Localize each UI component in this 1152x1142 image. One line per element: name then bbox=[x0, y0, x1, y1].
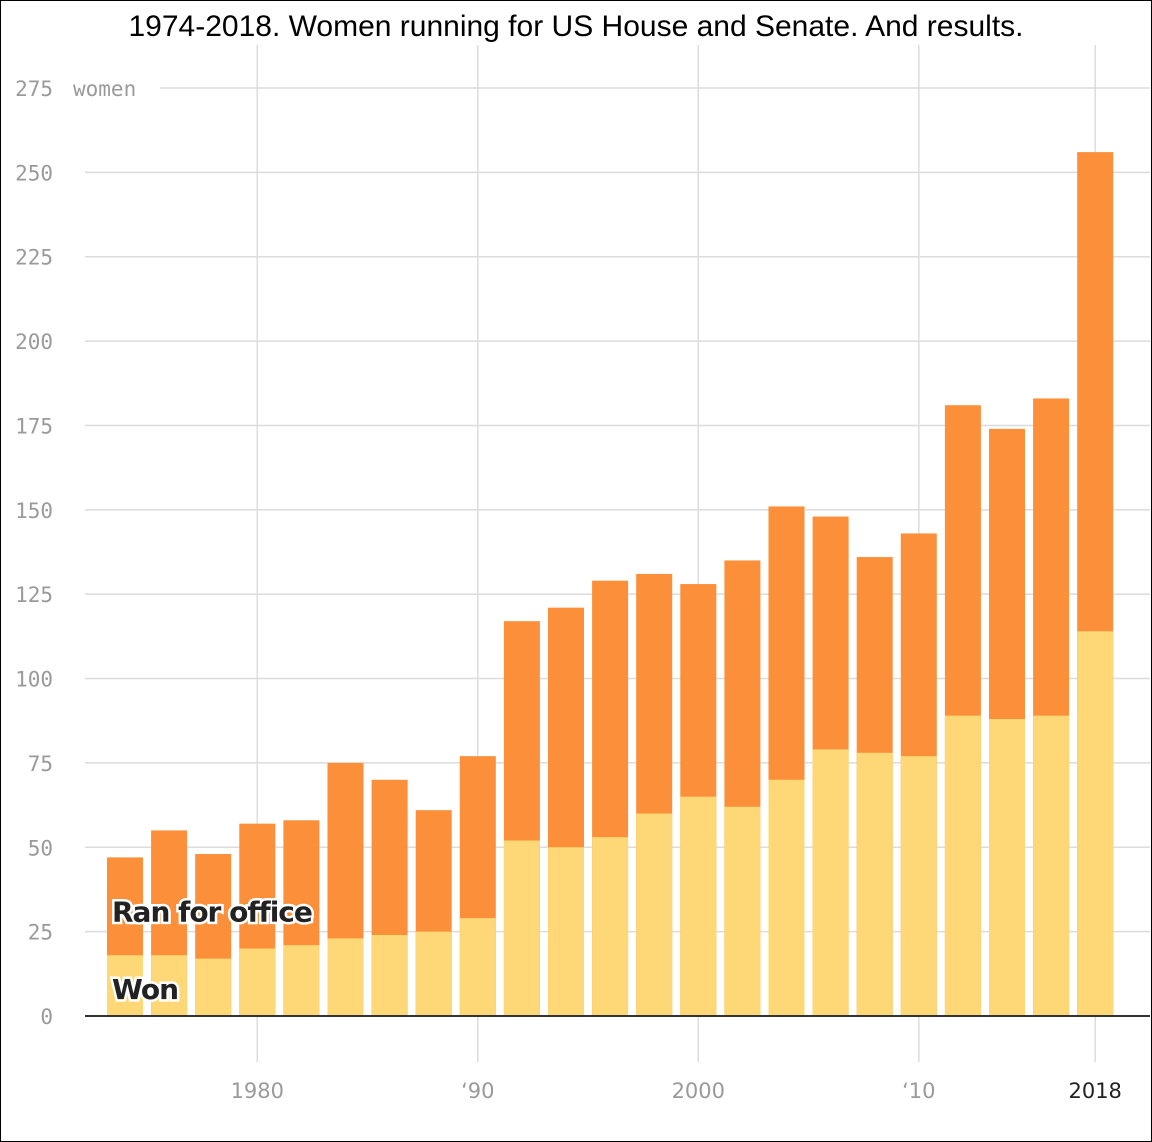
y-tick-label: 150 bbox=[15, 499, 53, 523]
bar-won-1976 bbox=[151, 955, 188, 1016]
bar-won-1986 bbox=[371, 935, 408, 1016]
y-tick-label: 75 bbox=[28, 752, 53, 776]
bar-won-1988 bbox=[415, 931, 452, 1016]
y-tick-label: 0 bbox=[40, 1005, 53, 1029]
y-tick-label: 250 bbox=[15, 161, 53, 185]
annotation-ran-for-office: Ran for office bbox=[112, 895, 312, 928]
bar-won-1998 bbox=[636, 813, 673, 1016]
annotation-won: Won bbox=[112, 973, 178, 1006]
x-tick-labels: 1980 ‘90 2000 ‘10 2018 bbox=[231, 1079, 1122, 1103]
x-tick-label: 2000 bbox=[672, 1079, 725, 1103]
bar-won-1992 bbox=[503, 840, 540, 1016]
x-tick-label: ‘90 bbox=[461, 1079, 494, 1103]
bars bbox=[107, 152, 1114, 1017]
bar-won-2012 bbox=[944, 715, 981, 1016]
bar-won-1980 bbox=[239, 948, 276, 1016]
bar-won-2010 bbox=[900, 756, 937, 1016]
bar-won-2002 bbox=[724, 806, 761, 1016]
bar-won-1990 bbox=[459, 918, 496, 1016]
x-tick-label: 1980 bbox=[231, 1079, 284, 1103]
bar-won-2018 bbox=[1077, 631, 1114, 1016]
y-tick-label: 200 bbox=[15, 330, 53, 354]
bar-won-1978 bbox=[195, 958, 232, 1016]
y-tick-label: 225 bbox=[15, 246, 53, 270]
y-tick-label: 25 bbox=[28, 921, 53, 945]
y-tick-label: 125 bbox=[15, 583, 53, 607]
x-tick-label: 2018 bbox=[1068, 1079, 1121, 1103]
y-tick-labels: 0 25 50 75 100 125 150 175 200 225 250 275 bbox=[15, 77, 53, 1029]
y-tick-label: 100 bbox=[15, 668, 53, 692]
bar-won-1994 bbox=[548, 847, 584, 1016]
bar-won-1974 bbox=[107, 955, 143, 1016]
bar-won-2004 bbox=[768, 779, 805, 1016]
bar-won-2008 bbox=[856, 752, 893, 1016]
bar-won-1982 bbox=[283, 945, 320, 1016]
y-unit-label: women bbox=[73, 77, 136, 101]
bar-won-2014 bbox=[989, 719, 1025, 1016]
y-tick-label: 175 bbox=[15, 414, 53, 438]
y-tick-label: 50 bbox=[28, 836, 53, 860]
y-tick-label: 275 bbox=[15, 77, 53, 101]
x-tick-label: ‘10 bbox=[902, 1079, 935, 1103]
bar-won-2016 bbox=[1033, 715, 1070, 1016]
bar-won-2006 bbox=[812, 749, 849, 1016]
bar-won-1984 bbox=[327, 938, 364, 1016]
chart-title: 1974-2018. Women running for US House an… bbox=[128, 10, 1024, 43]
bar-won-1996 bbox=[592, 837, 629, 1016]
bar-won-2000 bbox=[680, 796, 717, 1016]
